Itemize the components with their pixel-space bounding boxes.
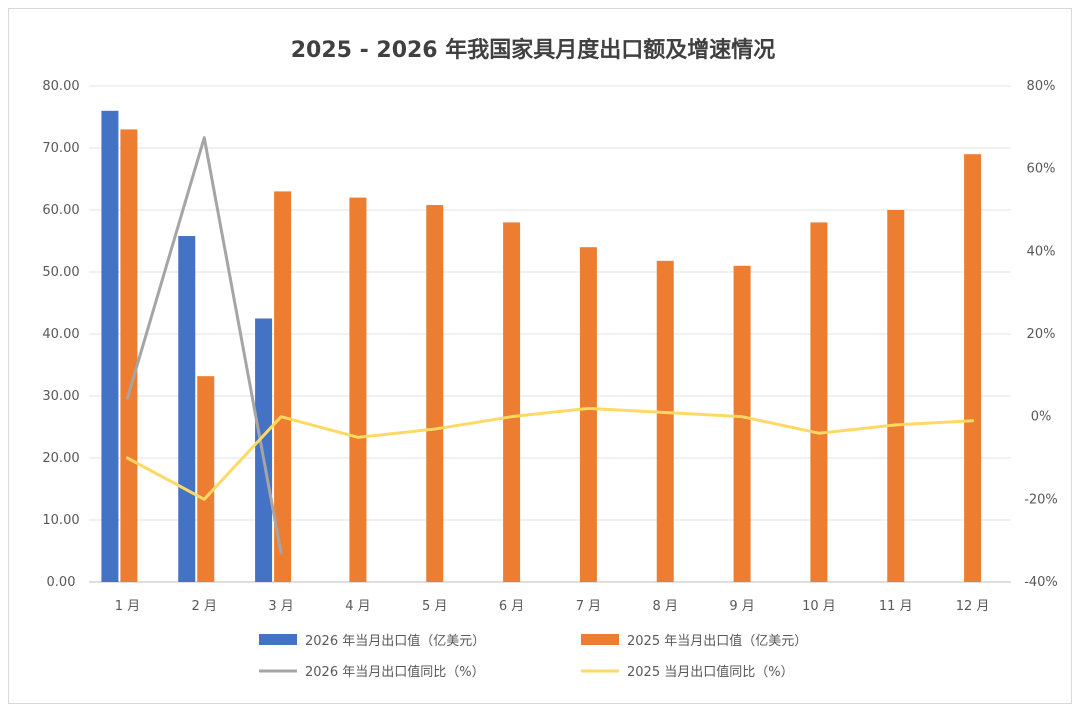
left-tick-label: 30.00 bbox=[42, 389, 79, 404]
left-tick-label: 60.00 bbox=[42, 203, 79, 218]
left-tick-label: 70.00 bbox=[42, 141, 79, 156]
legend-swatch bbox=[581, 634, 619, 645]
left-axis: 0.00 10.00 20.00 30.00 40.00 50.00 60.00 70.00 8… bbox=[42, 79, 79, 590]
right-tick-label: 80% bbox=[1027, 79, 1056, 94]
x-tick-label: 7 月 bbox=[576, 599, 601, 614]
right-axis: -40% -20% 0% 20% 40% 60% 80% bbox=[1024, 79, 1058, 590]
bar-2025 bbox=[426, 205, 444, 583]
bars bbox=[101, 110, 982, 583]
x-tick-label: 9 月 bbox=[729, 599, 754, 614]
x-tick-label: 10 月 bbox=[802, 599, 836, 614]
legend-label: 2025 年当月出口值（亿美元） bbox=[627, 633, 807, 649]
x-tick-label: 1 月 bbox=[115, 599, 140, 614]
x-tick-label: 12 月 bbox=[956, 599, 990, 614]
chart-frame: 2025 - 2026 年我国家具月度出口额及增速情况 0.00 10.00 20.… bbox=[8, 8, 1072, 704]
left-tick-label: 20.00 bbox=[42, 451, 79, 466]
right-tick-label: 20% bbox=[1027, 327, 1056, 342]
bar-2025 bbox=[810, 222, 828, 582]
bar-2025 bbox=[274, 191, 292, 582]
gridlines bbox=[89, 85, 1011, 583]
bar-2025 bbox=[579, 247, 597, 582]
bar-2026 bbox=[178, 236, 196, 583]
x-tick-label: 5 月 bbox=[422, 599, 447, 614]
legend-label: 2025 当月出口值同比（%） bbox=[627, 664, 794, 680]
x-axis: 1 月 2 月 3 月 4 月 5 月 6 月 7 月 8 月 9 月 10 月 11 月 12 月 bbox=[115, 599, 990, 614]
left-tick-label: 10.00 bbox=[42, 513, 79, 528]
left-tick-label: 0.00 bbox=[47, 575, 76, 590]
right-tick-label: -40% bbox=[1024, 575, 1058, 590]
bar-2025 bbox=[120, 129, 138, 582]
bar-2025 bbox=[887, 210, 905, 582]
bar-2025 bbox=[964, 154, 982, 582]
bar-2025 bbox=[656, 260, 674, 582]
right-tick-label: 60% bbox=[1027, 162, 1056, 177]
bar-2025 bbox=[349, 197, 367, 582]
left-tick-label: 80.00 bbox=[42, 79, 79, 94]
legend-label: 2026 年当月出口值同比（%） bbox=[305, 664, 485, 680]
bar-2025 bbox=[197, 376, 215, 582]
x-tick-label: 11 月 bbox=[879, 599, 913, 614]
legend-label: 2026 年当月出口值（亿美元） bbox=[305, 633, 485, 649]
lines bbox=[125, 136, 975, 555]
right-tick-label: 0% bbox=[1031, 410, 1052, 425]
left-tick-label: 50.00 bbox=[42, 265, 79, 280]
x-tick-label: 3 月 bbox=[268, 599, 293, 614]
left-tick-label: 40.00 bbox=[42, 327, 79, 342]
line-2026-yoy bbox=[125, 136, 283, 555]
bar-2025 bbox=[733, 265, 751, 582]
bar-2025 bbox=[503, 222, 521, 582]
right-tick-label: 40% bbox=[1027, 244, 1056, 259]
line-2025-yoy bbox=[125, 406, 975, 501]
x-tick-label: 6 月 bbox=[499, 599, 524, 614]
x-tick-label: 2 月 bbox=[192, 599, 217, 614]
bar-2026 bbox=[101, 110, 119, 583]
chart-svg: 2025 - 2026 年我国家具月度出口额及增速情况 0.00 10.00 20.… bbox=[42, 37, 1058, 680]
legend: 2026 年当月出口值（亿美元） 2025 年当月出口值（亿美元） 2026 年当月… bbox=[259, 633, 807, 680]
x-tick-label: 4 月 bbox=[345, 599, 370, 614]
x-tick-label: 8 月 bbox=[653, 599, 678, 614]
legend-swatch bbox=[259, 634, 297, 645]
chart-title: 2025 - 2026 年我国家具月度出口额及增速情况 bbox=[291, 37, 776, 63]
right-tick-label: -20% bbox=[1024, 492, 1058, 507]
